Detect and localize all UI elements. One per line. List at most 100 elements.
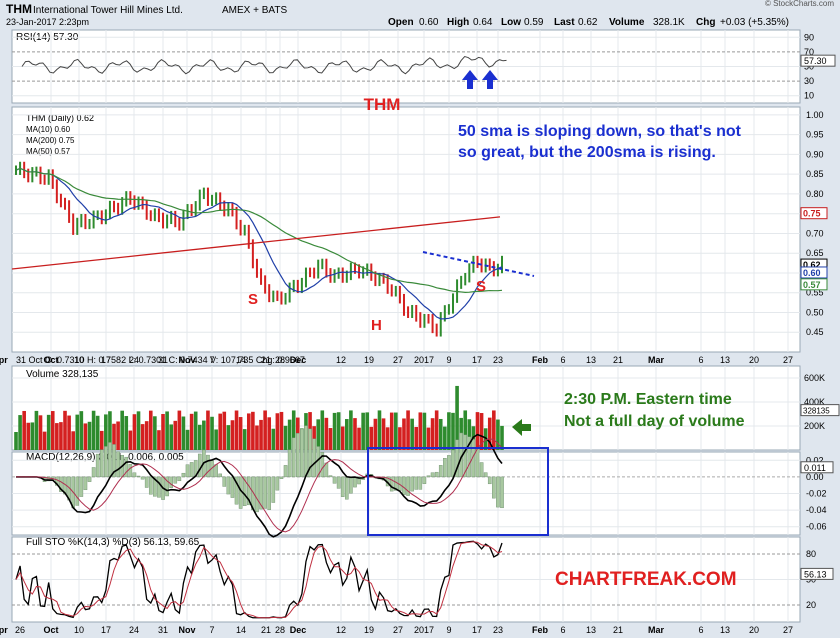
volume-bar [402,418,406,450]
price-value-tag-label: 0.57 [803,280,821,290]
x-tick-label: 21 [261,355,271,365]
volume-bar [140,424,145,450]
x-tick-label: 13 [720,355,730,365]
x-tick-label: 17 [101,625,111,635]
volume-bar [357,427,361,450]
volume-bar [30,422,35,450]
macd-tick-label: 0.00 [806,472,824,482]
macd-histogram-bar [214,464,218,478]
macd-histogram-bar [279,476,284,479]
x-tick-label: Feb [532,355,549,365]
volume-bar [426,427,431,450]
volume-bar [455,385,459,450]
volume-bar [120,410,124,450]
volume-bar [124,416,129,450]
volume-bar [189,413,194,450]
macd-histogram-bar [483,472,488,478]
volume-bar [104,414,108,450]
volume-bar [116,421,120,450]
macd-histogram-bar [177,476,182,482]
grid [50,30,789,622]
price-tick-label: 0.65 [806,248,824,258]
x-tick-label: 12 [336,625,346,635]
x-tick-label: 6 [560,355,565,365]
macd-histogram-bar [463,434,468,478]
macd-histogram-bar [144,476,149,488]
macd-histogram-bar [291,437,296,478]
macd-histogram-bar [500,476,504,509]
macd-highlight-box [367,447,549,536]
volume-bar [153,416,157,450]
resistance-trendline [422,251,535,277]
macd-histogram-bar [345,476,349,500]
volume-bar [349,410,353,450]
x-tick-label: 6 [698,355,703,365]
open-value: 0.60 [419,17,439,28]
axes: Oct 10 17 24 31 Nov 7 14 21 28 Dec 12 19 27 2017 9 17 23 F… [0,355,793,635]
price-value-tag-label: 0.62 [803,260,821,270]
volume-bar [193,411,198,450]
macd-histogram-bar [328,475,333,478]
price-tick-label: 0.80 [806,189,824,199]
macd-histogram-bar [132,472,137,478]
macd-histogram-bar [185,464,190,478]
rsi-value-tag-label: 57.30 [804,56,827,66]
x-tick-label: 27 [783,355,793,365]
macd-histogram-bar [246,476,251,506]
macd-histogram-bar [336,476,341,489]
volume-bar [71,431,75,450]
volume-bar [234,410,239,450]
x-tick-label: Feb [532,625,549,635]
volume-bar [267,417,272,450]
volume-bar [410,418,414,450]
left-shoulder-label: S [248,291,258,308]
macd-histogram-bar [320,452,325,478]
rsi-tick-label: 30 [804,76,814,86]
volume-bar [177,410,182,450]
volume-comment-line1: 2:30 P.M. Eastern time [564,391,732,408]
volume-bar [434,410,439,450]
price-value-tag [800,207,828,220]
volume-bar [161,414,165,450]
volume-bar [385,427,390,450]
macd-histogram-bar [148,476,153,495]
x-tick-label: 2017 [414,625,434,635]
macd-histogram-bar [83,476,88,491]
watermark: © StockCharts.com [765,0,834,8]
ma200-legend: MA(200) 0.75 [26,136,75,145]
volume-bar [275,413,280,450]
thm-annotation: THM [364,95,401,114]
ticker-symbol: THM [6,2,32,16]
volume-bar [422,412,427,450]
volume-bar [373,418,378,450]
macd-histogram-bar [140,476,145,480]
macd-histogram-bar [259,476,263,510]
macd-signal-line [16,438,503,533]
macd-histogram-bar [389,476,394,492]
volume-bar [22,410,26,450]
volume-bar [218,413,223,450]
volume-bar [63,410,67,450]
price-tick-label: 0.55 [806,288,824,298]
sto-d-line [15,541,503,619]
high-label: High [447,17,469,28]
volume-bar [83,423,88,450]
volume-bar [361,412,365,450]
volume-bar [394,412,398,450]
volume-bar [185,429,190,450]
volume-bar [246,413,251,450]
volume-bar [18,415,22,450]
x-tick-label: 24 [129,625,139,635]
macd-histogram-bar [189,462,194,478]
macd-histogram-bar [112,444,116,478]
x-tick-label: Nov [178,625,195,635]
macd-histogram-bar [271,476,276,503]
volume-bar [320,410,325,450]
last-label: Last [554,17,575,28]
macd-histogram-bar [479,462,484,478]
volume-bar [181,416,186,450]
high-value: 0.64 [473,17,493,28]
volume-bar [210,416,214,450]
panels [11,29,801,623]
x-tick-label: 31 [158,625,168,635]
